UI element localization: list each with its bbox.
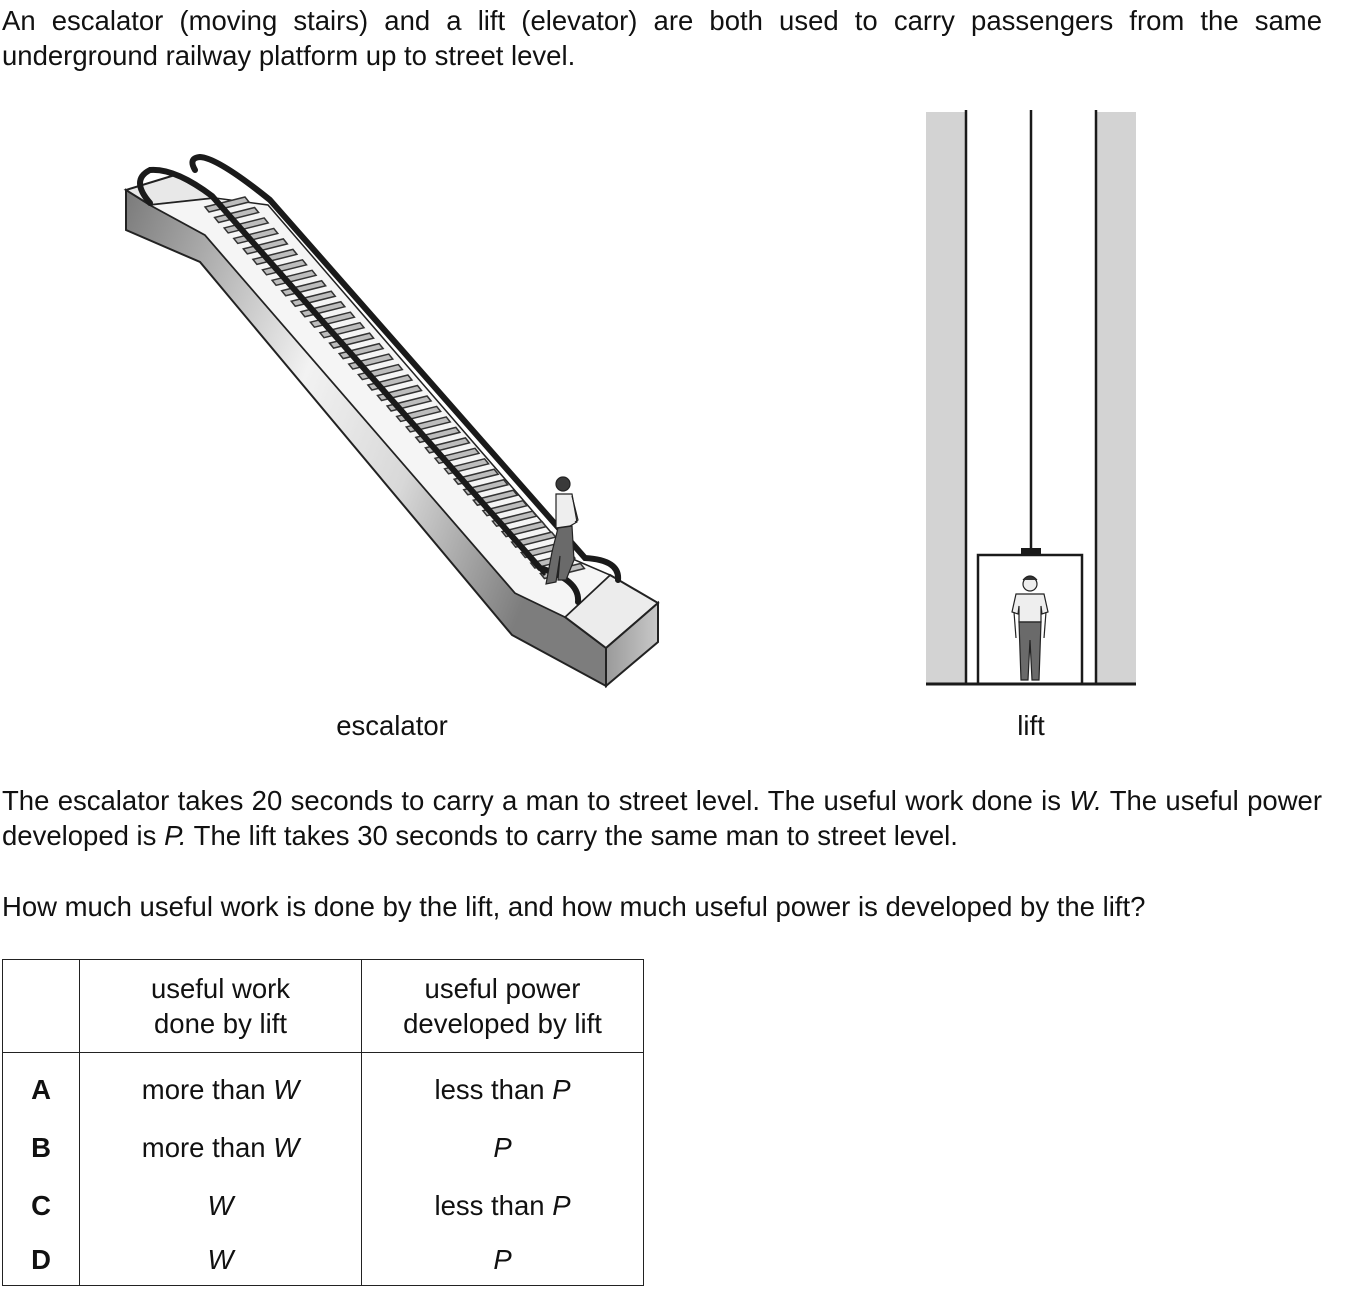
work-cell: more than W: [79, 1119, 362, 1177]
option-row-d[interactable]: D W P: [2, 1235, 644, 1286]
power-cell: P: [361, 1235, 644, 1286]
option-row-c[interactable]: C W less than P: [2, 1177, 644, 1235]
header-useful-work: useful work done by lift: [79, 959, 362, 1053]
power-cell: less than P: [361, 1052, 644, 1119]
lift-illustration: [918, 108, 1143, 693]
info-text-1: The escalator takes 20 seconds to carry …: [2, 785, 1070, 816]
escalator-step: [203, 196, 251, 213]
lift-caption: lift: [1017, 710, 1045, 741]
work-cell: more than W: [79, 1052, 362, 1119]
power-cell: P: [361, 1119, 644, 1177]
escalator-step: [500, 520, 548, 538]
option-row-b[interactable]: B more than W P: [2, 1119, 644, 1177]
escalator-step: [270, 269, 318, 287]
header-useful-power: useful power developed by lift: [361, 959, 644, 1053]
power-symbol: P.: [164, 820, 187, 851]
escalator-step: [232, 227, 280, 245]
escalator-step: [280, 279, 327, 297]
table-header-row: useful work done by lift useful power de…: [2, 959, 644, 1053]
info-text-3: The lift takes 30 seconds to carry the s…: [186, 820, 958, 851]
answer-options-table: useful work done by lift useful power de…: [2, 959, 644, 1286]
intro-paragraph: An escalator (moving stairs) and a lift …: [2, 5, 1322, 71]
escalator-step: [242, 238, 289, 255]
power-cell: less than P: [361, 1177, 644, 1235]
header-blank-cell: [2, 959, 80, 1053]
escalator-illustration: [110, 150, 680, 695]
escalator-step: [251, 248, 299, 266]
option-row-a[interactable]: A more than W less than P: [2, 1052, 644, 1119]
info-paragraph: The escalator takes 20 seconds to carry …: [2, 783, 1322, 853]
info-text-2: The useful power developed is: [2, 785, 1323, 851]
escalator-caption: escalator: [336, 710, 448, 741]
work-cell: W: [79, 1235, 362, 1286]
work-cell: W: [79, 1177, 362, 1235]
option-letter: B: [2, 1119, 80, 1177]
option-letter: C: [2, 1177, 80, 1235]
escalator-step: [213, 206, 260, 224]
escalator-step: [261, 258, 308, 276]
question-text: How much useful work is done by the lift…: [2, 891, 1146, 922]
option-letter: D: [2, 1235, 80, 1286]
work-symbol: W.: [1069, 785, 1102, 816]
option-letter: A: [2, 1052, 80, 1119]
escalator-step: [222, 217, 270, 234]
